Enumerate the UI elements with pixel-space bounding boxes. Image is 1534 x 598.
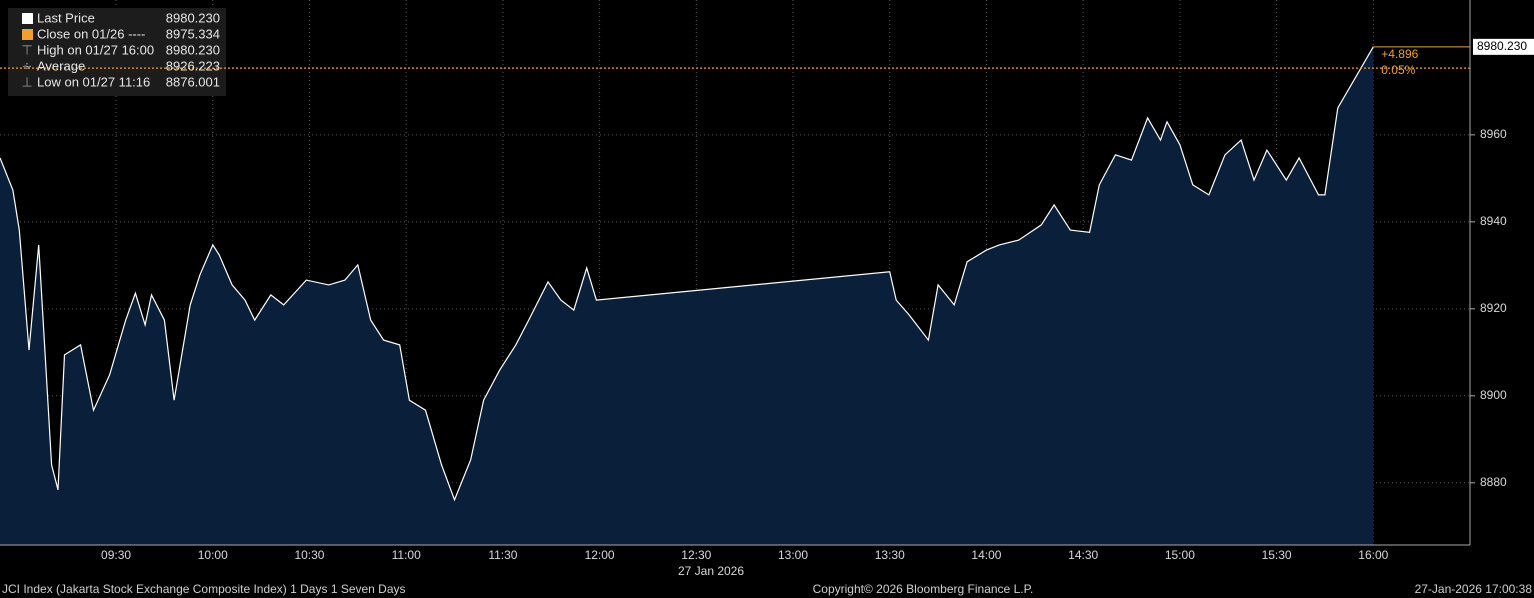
price-line [0, 46, 1374, 502]
x-tick-label: 12:00 [585, 548, 615, 562]
annotation: +4.896 [1381, 47, 1418, 61]
x-tick-label: 11:00 [392, 548, 421, 562]
legend-value: 8975.334 [166, 26, 220, 41]
x-axis-label: 27 Jan 2026 [678, 564, 744, 578]
y-tick-label: 8960 [1480, 127, 1507, 141]
last-price-box [1473, 38, 1534, 55]
x-tick-label: 10:00 [198, 548, 228, 562]
legend-icon: ⊤ [21, 42, 32, 57]
x-tick-label: 15:00 [1165, 548, 1195, 562]
x-tick-label: 13:00 [778, 548, 808, 562]
x-tick-label: 11:30 [488, 548, 517, 562]
y-tick-label: 8920 [1480, 301, 1507, 315]
area-fill [0, 46, 1374, 546]
legend-label: High on 01/27 16:00 [37, 42, 154, 57]
legend-label: Last Price [37, 10, 95, 25]
last-price-label: 8980.230 [1477, 39, 1527, 53]
legend-value: 8926.223 [166, 58, 220, 73]
legend-value: 8980.230 [166, 42, 220, 57]
legend-value: 8980.230 [166, 10, 220, 25]
legend-box [8, 8, 226, 96]
y-tick-label: 8940 [1480, 214, 1507, 228]
legend-icon: ∻ [22, 58, 33, 73]
legend-icon: ⊥ [21, 74, 32, 89]
footer-right: 27-Jan-2026 17:00:38 [1415, 582, 1533, 596]
y-tick-label: 8880 [1480, 475, 1507, 489]
x-tick-label: 14:30 [1068, 548, 1098, 562]
x-tick-label: 09:30 [101, 548, 131, 562]
x-tick-label: 16:00 [1358, 548, 1388, 562]
legend-icon [22, 29, 33, 40]
x-tick-label: 12:30 [681, 548, 711, 562]
legend-icon [22, 13, 33, 24]
x-tick-label: 15:30 [1262, 548, 1292, 562]
y-tick-label: 8900 [1480, 388, 1507, 402]
legend-value: 8876.001 [166, 74, 220, 89]
footer-center: Copyright© 2026 Bloomberg Finance L.P. [813, 582, 1034, 596]
annotation: 0.05% [1381, 63, 1415, 77]
plot [0, 0, 1470, 546]
legend-label: Close on 01/26 ---- [37, 26, 145, 41]
x-tick-label: 14:00 [971, 548, 1001, 562]
footer-left: JCI Index (Jakarta Stock Exchange Compos… [2, 582, 406, 596]
legend-label: Low on 01/27 11:16 [37, 74, 150, 89]
x-tick-label: 13:30 [875, 548, 905, 562]
legend-label: Average [37, 58, 85, 73]
x-tick-label: 10:30 [294, 548, 324, 562]
